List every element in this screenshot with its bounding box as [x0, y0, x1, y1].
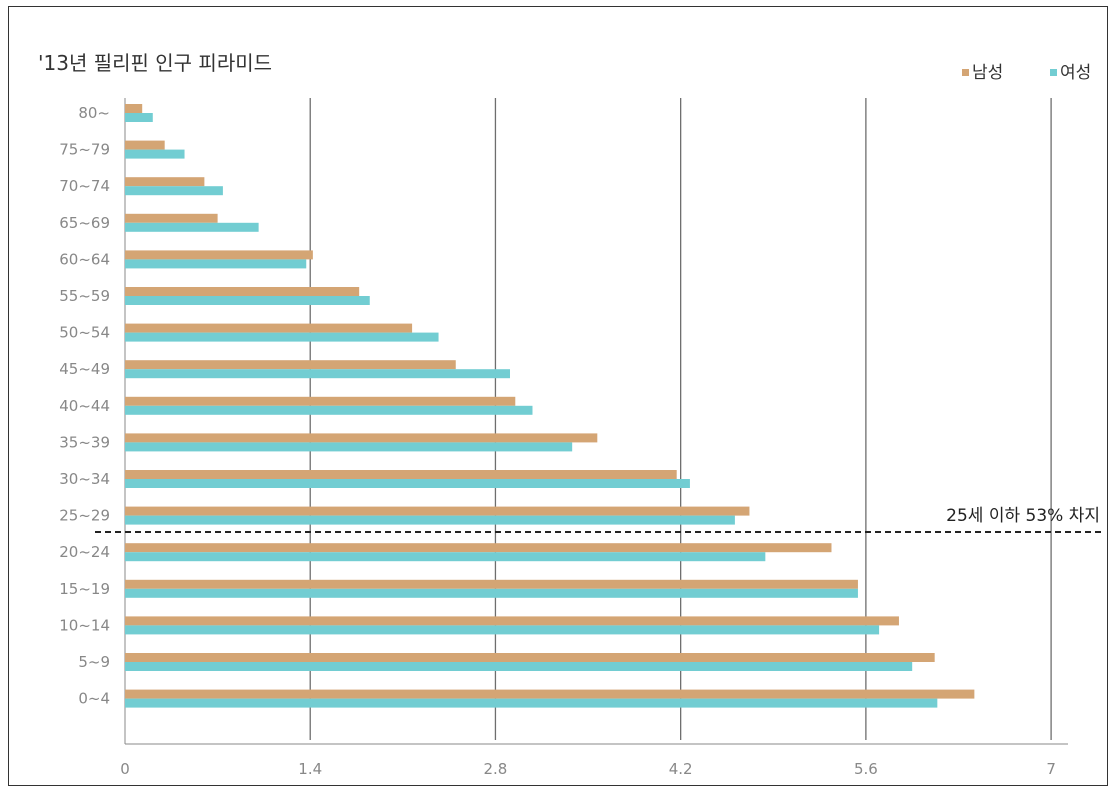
bar-male-0~4 [125, 689, 975, 699]
grid-lines [124, 98, 1068, 745]
bar-male-20~24 [125, 543, 832, 553]
y-tick-label: 60~64 [59, 250, 110, 268]
annotation: 25세 이하 53% 차지 [95, 506, 1105, 533]
y-tick-label: 25~29 [59, 507, 110, 525]
bar-female-60~64 [125, 259, 307, 269]
y-tick-label: 50~54 [59, 324, 110, 342]
bar-male-70~74 [125, 177, 205, 187]
x-tick-label: 5.6 [854, 760, 878, 778]
bar-male-80~ [125, 104, 143, 113]
x-tick-label: 2.8 [484, 760, 508, 778]
bar-female-0~4 [125, 698, 938, 708]
bar-female-5~9 [125, 662, 913, 671]
bar-male-40~44 [125, 396, 516, 406]
y-tick-label: 20~24 [59, 543, 110, 561]
bar-female-50~54 [125, 332, 439, 342]
y-tick-label: 5~9 [78, 653, 110, 671]
annotation-text: 25세 이하 53% 차지 [946, 506, 1100, 526]
x-tick-label: 4.2 [669, 760, 693, 778]
bar-male-15~19 [125, 579, 858, 589]
bar-male-55~59 [125, 287, 360, 296]
y-tick-label: 0~4 [78, 690, 110, 708]
legend-label: 여성 [1060, 63, 1091, 83]
bar-male-60~64 [125, 250, 313, 260]
bar-male-25~29 [125, 506, 750, 516]
y-tick-label: 15~19 [59, 580, 110, 598]
y-tick-labels: 80~ 75~79 70~74 65~69 60~64 55~59 50~54 45~49 40… [59, 104, 110, 708]
bar-female-25~29 [125, 515, 735, 525]
x-tick-label: 7 [1046, 760, 1056, 778]
bar-female-75~79 [125, 149, 185, 159]
bar-female-65~69 [125, 222, 259, 232]
y-tick-label: 45~49 [59, 360, 110, 378]
bar-male-65~69 [125, 213, 218, 223]
bar-female-35~39 [125, 442, 573, 452]
bar-male-50~54 [125, 323, 413, 333]
y-tick-label: 80~ [78, 104, 110, 122]
bar-female-15~19 [125, 588, 858, 598]
y-tick-label: 55~59 [59, 287, 110, 305]
bar-female-80~ [125, 113, 153, 122]
x-tick-label: 0 [120, 760, 130, 778]
y-tick-label: 70~74 [59, 177, 110, 195]
y-tick-label: 65~69 [59, 214, 110, 232]
bar-female-45~49 [125, 369, 510, 379]
bar-male-10~14 [125, 616, 899, 626]
y-tick-label: 10~14 [59, 616, 110, 634]
x-tick-label: 1.4 [298, 760, 322, 778]
y-tick-label: 30~34 [59, 470, 110, 488]
bar-female-40~44 [125, 405, 533, 415]
bar-male-45~49 [125, 360, 456, 370]
bar-male-75~79 [125, 140, 165, 150]
y-tick-label: 35~39 [59, 433, 110, 451]
bars [125, 104, 975, 708]
bar-female-55~59 [125, 296, 370, 305]
bar-male-35~39 [125, 433, 598, 443]
legend: 남성 여성 [962, 63, 1091, 83]
bar-female-30~34 [125, 479, 690, 488]
legend-swatch [1050, 69, 1057, 76]
legend-label: 남성 [972, 63, 1003, 83]
x-tick-labels: 0 1.4 2.8 4.2 5.6 7 [120, 760, 1056, 778]
bar-male-30~34 [125, 470, 677, 479]
y-tick-label: 40~44 [59, 397, 110, 415]
chart-title: '13년 필리핀 인구 피라미드 [38, 51, 272, 75]
y-tick-label: 75~79 [59, 141, 110, 159]
bar-female-20~24 [125, 552, 766, 562]
bar-male-5~9 [125, 653, 935, 662]
legend-swatch [962, 69, 969, 76]
bar-female-70~74 [125, 186, 223, 196]
bar-female-10~14 [125, 625, 880, 635]
